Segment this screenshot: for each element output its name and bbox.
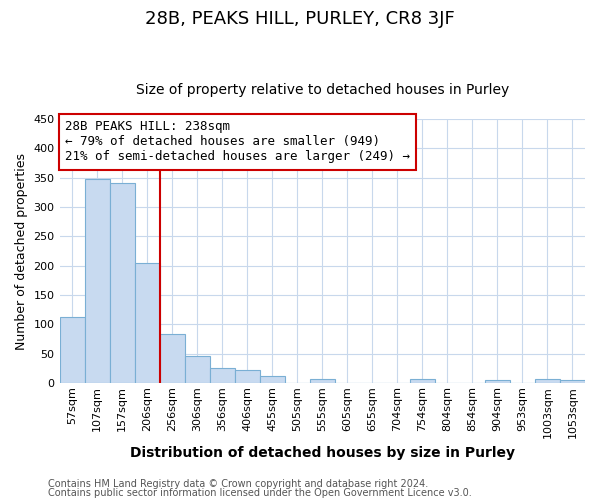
Text: 28B, PEAKS HILL, PURLEY, CR8 3JF: 28B, PEAKS HILL, PURLEY, CR8 3JF (145, 10, 455, 28)
Bar (209, 368, 235, 383)
Bar (160, 334, 185, 383)
Bar (310, 379, 335, 383)
Bar (235, 370, 260, 383)
Text: Contains HM Land Registry data © Crown copyright and database right 2024.: Contains HM Land Registry data © Crown c… (48, 479, 428, 489)
Bar (85, 179, 110, 383)
Title: Size of property relative to detached houses in Purley: Size of property relative to detached ho… (136, 83, 509, 97)
X-axis label: Distribution of detached houses by size in Purley: Distribution of detached houses by size … (130, 446, 515, 460)
Bar (185, 356, 209, 383)
Bar (59, 318, 85, 383)
Bar (560, 380, 585, 383)
Text: Contains public sector information licensed under the Open Government Licence v3: Contains public sector information licen… (48, 488, 472, 498)
Text: 28B PEAKS HILL: 238sqm
← 79% of detached houses are smaller (949)
21% of semi-de: 28B PEAKS HILL: 238sqm ← 79% of detached… (65, 120, 410, 164)
Y-axis label: Number of detached properties: Number of detached properties (15, 152, 28, 350)
Bar (110, 183, 134, 383)
Bar (485, 380, 510, 383)
Bar (410, 379, 435, 383)
Bar (535, 379, 560, 383)
Bar (134, 264, 160, 383)
Bar (260, 376, 285, 383)
